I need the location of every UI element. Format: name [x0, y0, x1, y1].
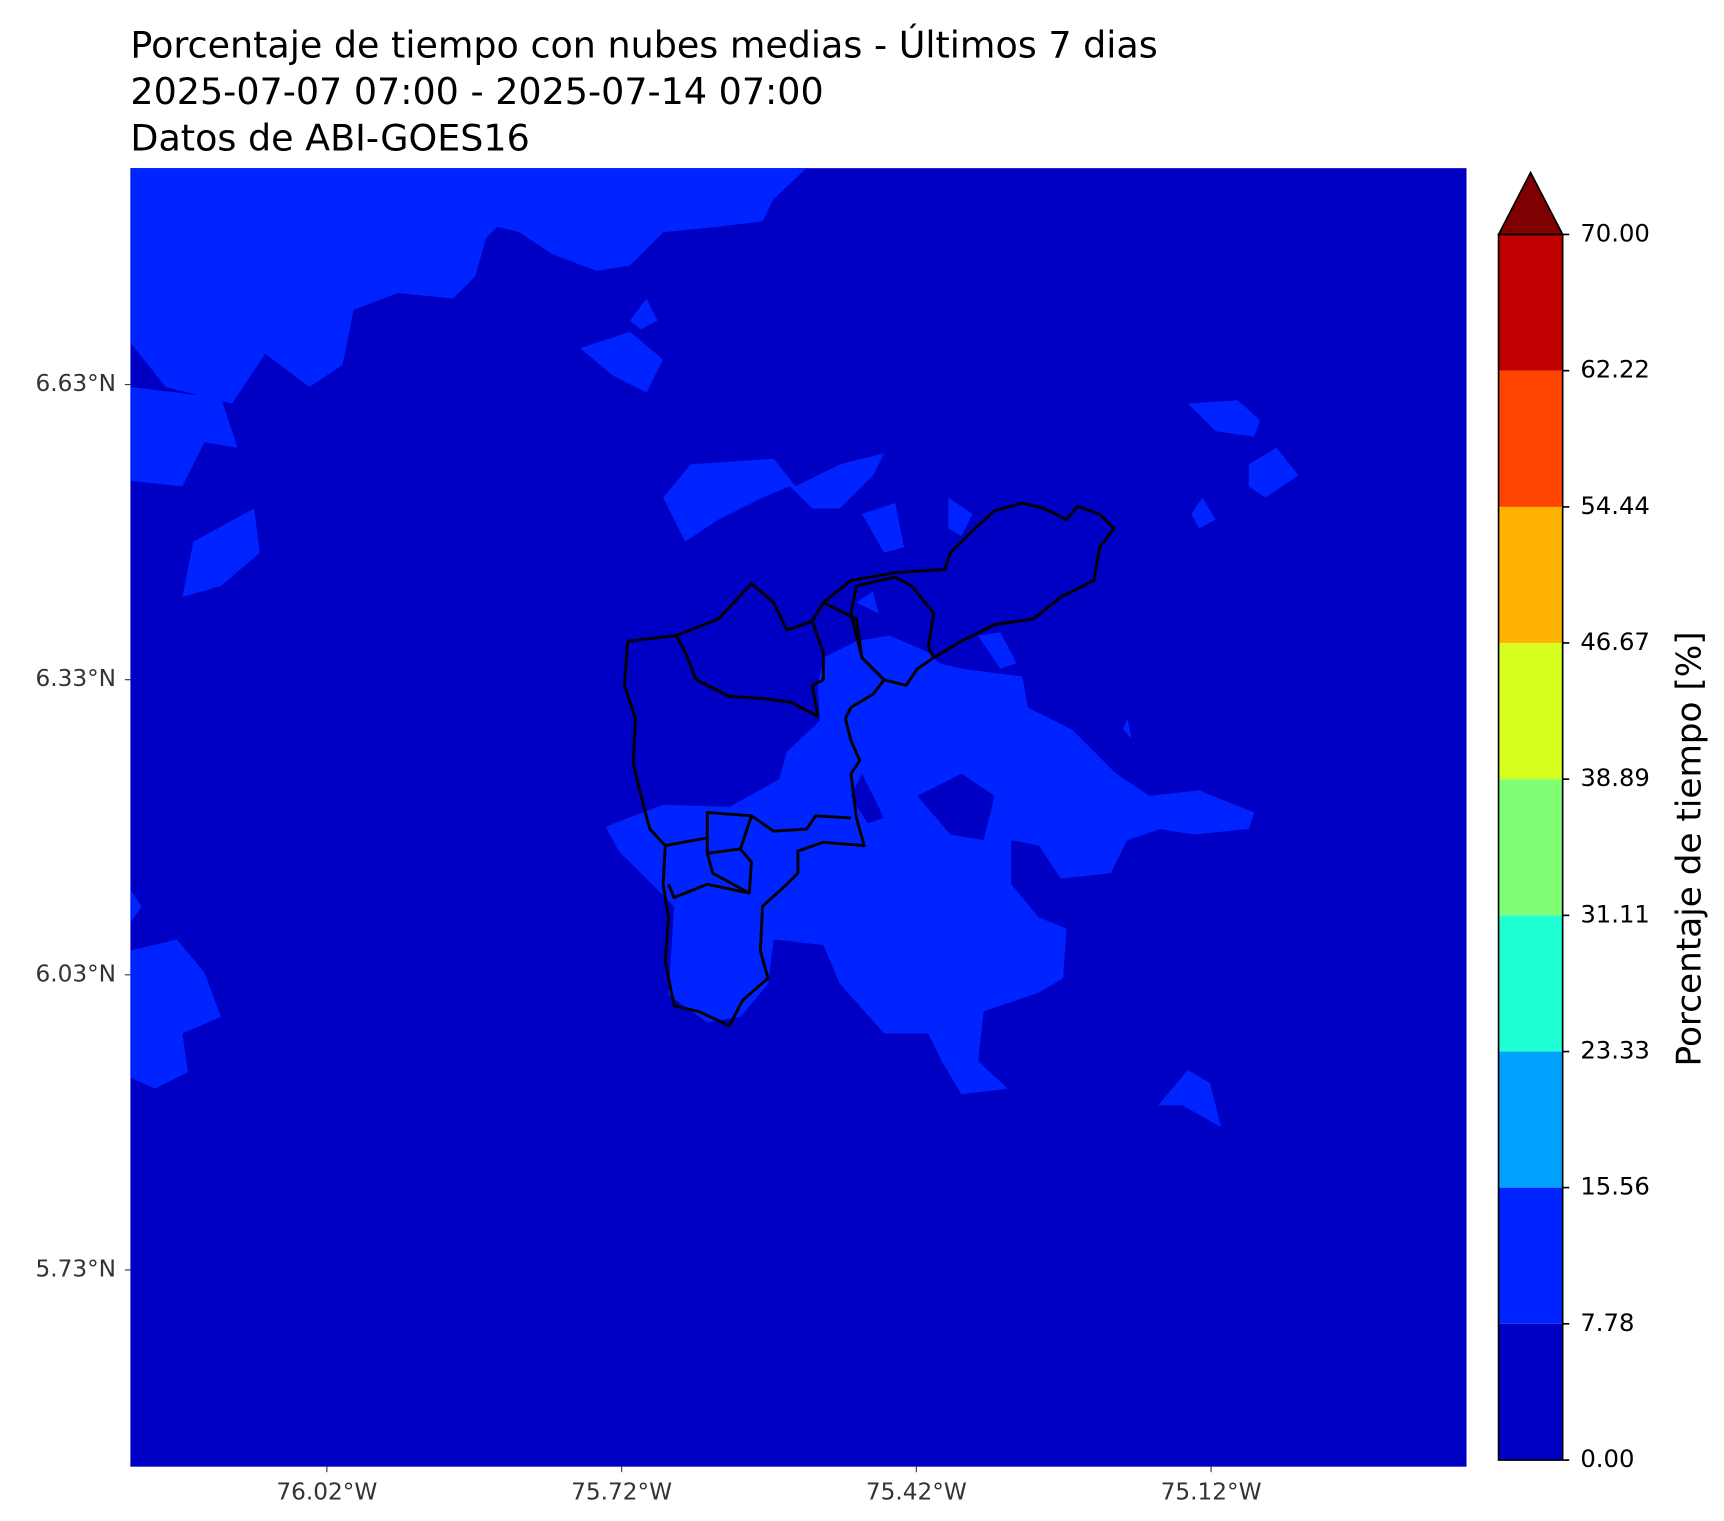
- colorbar-segment: [1498, 506, 1563, 643]
- contour-region: [130, 889, 142, 923]
- colorbar-tick-label: 38.89: [1580, 763, 1650, 792]
- y-tick-label: 6.63°N: [35, 370, 116, 397]
- colorbar-segment: [1498, 915, 1563, 1052]
- x-tick-label: 75.72°W: [571, 1479, 672, 1506]
- colorbar-tick-label: 23.33: [1580, 1036, 1650, 1065]
- colorbar-extend: [1497, 170, 1565, 236]
- contour-region: [1248, 447, 1299, 498]
- colorbar-tick-label: 62.22: [1580, 355, 1650, 384]
- contour-region: [1188, 400, 1260, 437]
- x-tick-label: 76.02°W: [276, 1479, 377, 1506]
- map: [130, 168, 1467, 1467]
- contour-region: [856, 591, 879, 614]
- contour-region: [850, 773, 885, 824]
- y-tick-label: 6.03°N: [35, 960, 116, 987]
- contour-region: [917, 773, 995, 841]
- colorbar-segment: [1498, 1187, 1563, 1324]
- boundary: [622, 601, 886, 1028]
- contour-region: [182, 508, 260, 597]
- colorbar-tick-label: 0.00: [1580, 1444, 1634, 1473]
- colorbar-segment: [1498, 779, 1563, 916]
- colorbar-segment: [1498, 370, 1563, 507]
- colorbar-tick-label: 31.11: [1580, 899, 1650, 928]
- colorbar-segment: [1498, 1323, 1563, 1461]
- chart-subtitle: 2025-07-07 07:00 - 2025-07-14 07:00: [130, 70, 823, 113]
- boundary: [665, 811, 852, 899]
- colorbar-label: Porcentaje de tiempo [%]: [1669, 631, 1709, 1066]
- x-tick-label: 75.12°W: [1161, 1479, 1262, 1506]
- contour-region: [130, 386, 238, 487]
- contour-region: [580, 331, 664, 393]
- contour-region: [978, 632, 1017, 669]
- contour-region: [629, 298, 658, 330]
- y-tick-label: 5.73°N: [35, 1255, 116, 1282]
- colorbar-segment: [1498, 234, 1563, 371]
- colorbar-segment: [1498, 642, 1563, 780]
- x-tick-label: 75.42°W: [866, 1479, 967, 1506]
- contour-region: [130, 939, 222, 1089]
- contour-region: [948, 497, 973, 537]
- contour-region: [1122, 718, 1132, 739]
- colorbar-tick-label: 7.78: [1580, 1308, 1634, 1337]
- chart-title: Porcentaje de tiempo con nubes medias - …: [130, 23, 1157, 67]
- contour-region: [663, 453, 885, 542]
- y-tick-label: 6.33°N: [35, 665, 116, 692]
- colorbar-tick-label: 70.00: [1580, 218, 1650, 247]
- colorbar-tick-label: 46.67: [1580, 627, 1650, 656]
- boundaries: [622, 501, 1116, 1028]
- contour-region: [862, 503, 904, 553]
- colorbar-tick-label: 15.56: [1580, 1172, 1650, 1201]
- contour-region: [1191, 497, 1216, 529]
- colorbar-segment: [1498, 1051, 1563, 1188]
- contour-region: [1158, 1069, 1222, 1128]
- contour-region: [130, 168, 807, 404]
- colorbar-frame: [1497, 233, 1564, 1461]
- chart-source: Datos de ABI-GOES16: [130, 116, 529, 159]
- colorbar-tick-label: 54.44: [1580, 491, 1650, 520]
